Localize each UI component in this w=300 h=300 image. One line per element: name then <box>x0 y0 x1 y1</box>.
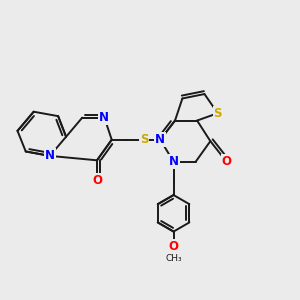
Text: O: O <box>222 155 232 168</box>
Text: N: N <box>99 111 110 124</box>
Text: CH₃: CH₃ <box>165 254 182 262</box>
Text: N: N <box>155 133 165 146</box>
Text: N: N <box>45 149 55 162</box>
Text: N: N <box>169 155 178 168</box>
Text: O: O <box>92 174 102 188</box>
Text: O: O <box>169 240 178 253</box>
Text: S: S <box>214 107 222 120</box>
Text: S: S <box>140 133 148 146</box>
